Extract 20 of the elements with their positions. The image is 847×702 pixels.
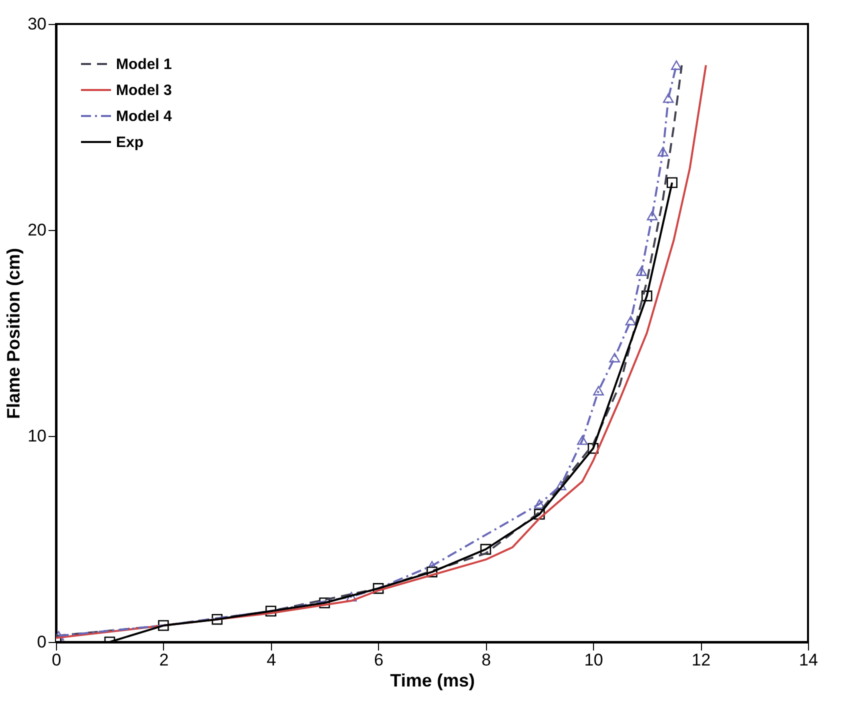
legend-label: Model 3 — [116, 82, 172, 99]
x-tick-label: 0 — [52, 650, 62, 670]
x-tick-label: 2 — [159, 650, 169, 670]
point — [671, 60, 682, 70]
x-tick-label: 4 — [266, 650, 276, 670]
x-axis-title: Time (ms) — [390, 670, 475, 690]
y-tick-label: 0 — [37, 632, 46, 652]
x-tick-label: 6 — [374, 650, 384, 670]
y-tick-label: 30 — [28, 14, 46, 34]
x-tick-label: 12 — [692, 650, 711, 670]
y-tick-label: 20 — [28, 220, 46, 240]
point — [593, 386, 604, 396]
y-tick-label: 10 — [28, 426, 46, 446]
legend-label: Model 4 — [116, 108, 172, 125]
x-tick-label: 14 — [799, 650, 818, 670]
x-tick-label: 10 — [584, 650, 604, 670]
x-tick-label: 8 — [481, 650, 491, 670]
legend-label: Model 1 — [116, 56, 172, 73]
legend-label: Exp — [116, 134, 144, 151]
y-axis-title: Flame Position (cm) — [4, 248, 24, 420]
